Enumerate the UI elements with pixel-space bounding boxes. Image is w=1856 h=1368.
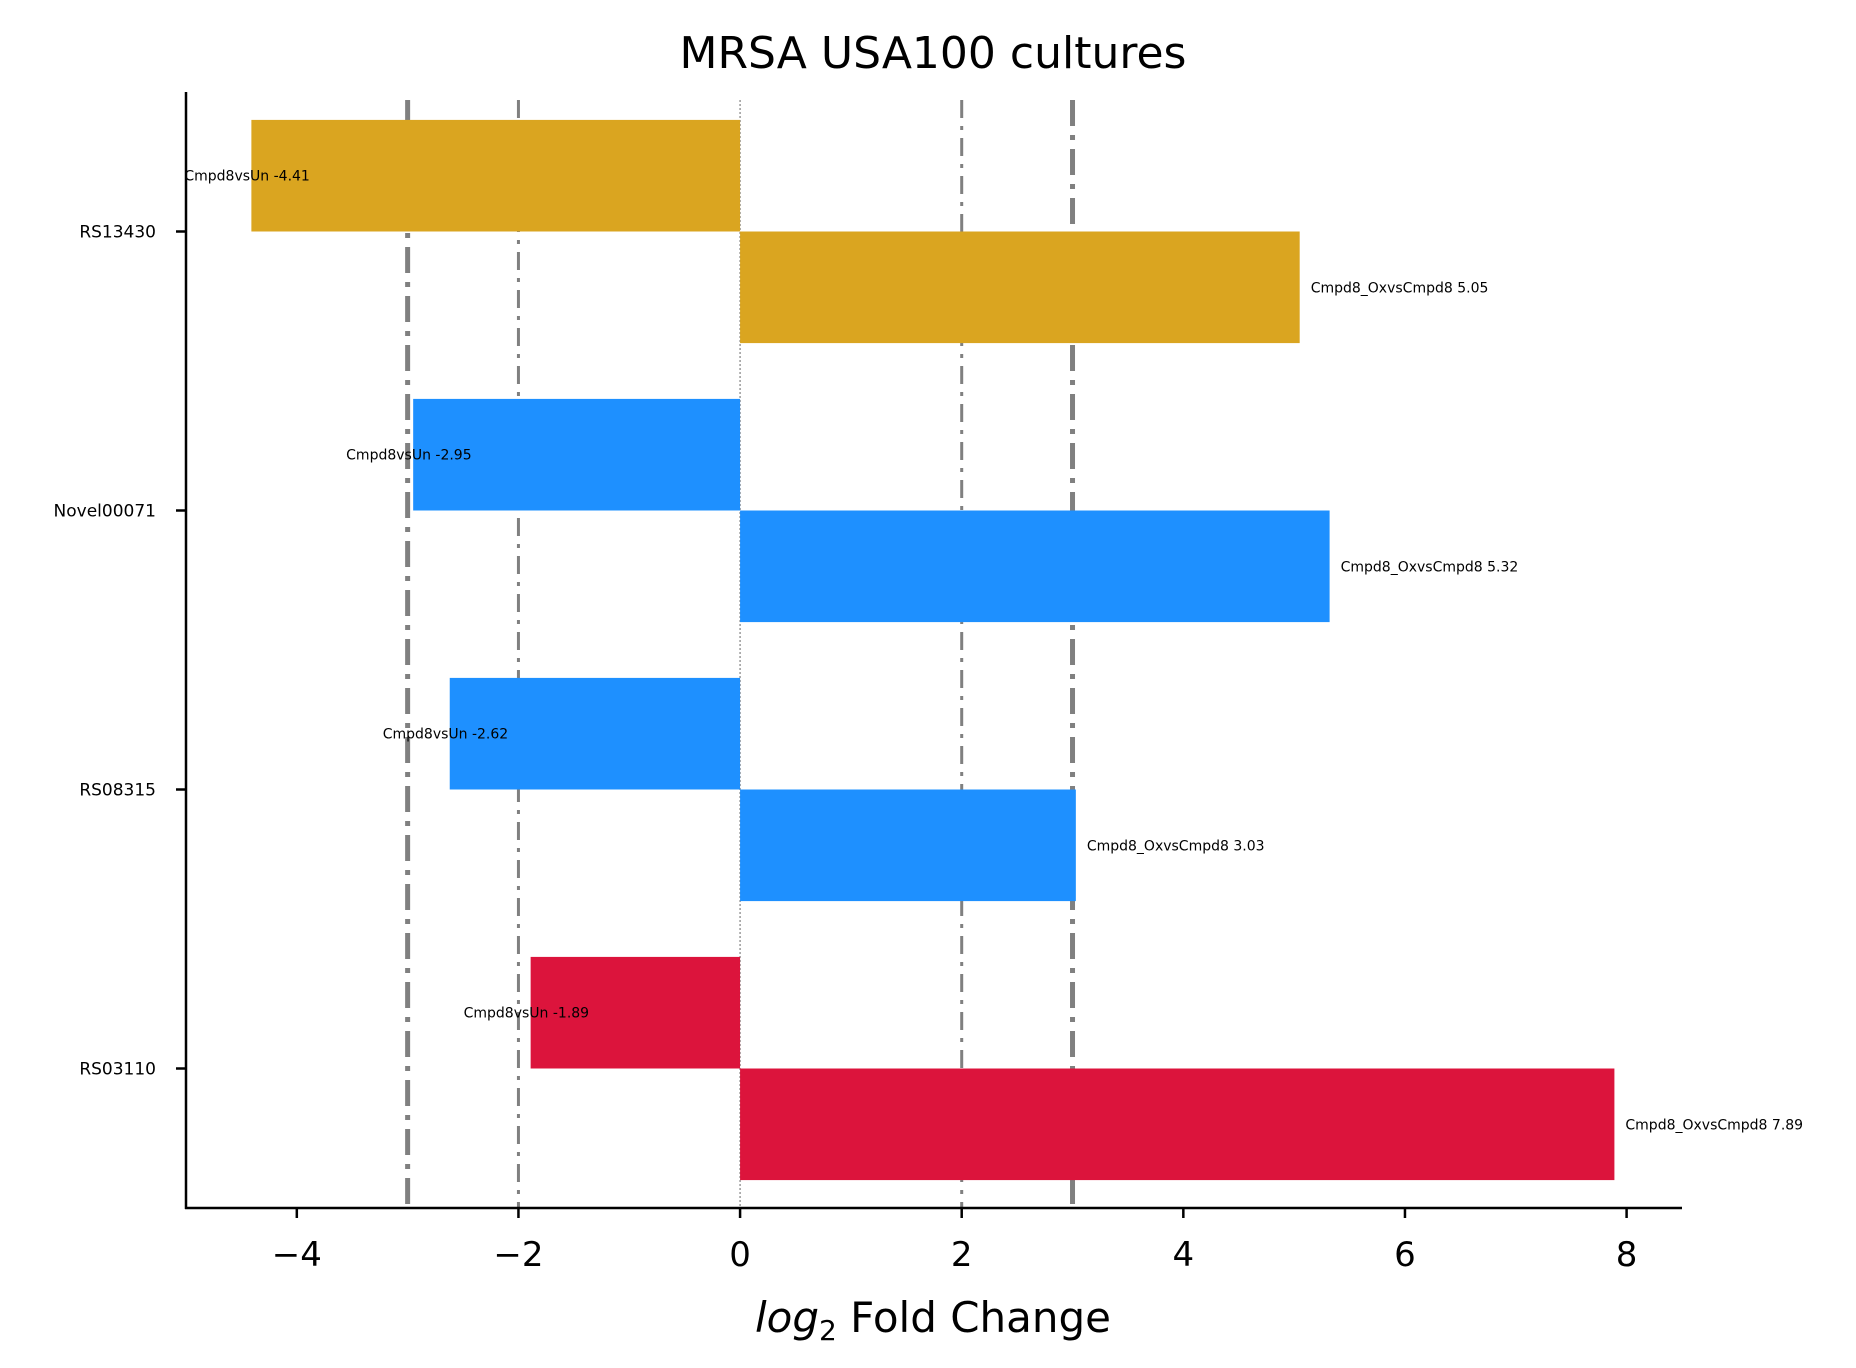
bar-label-3: Cmpd8_OxvsCmpd8 5.32 (1341, 559, 1519, 575)
bar-rs13430-cmpd8vsun (251, 119, 741, 232)
bar-label-7: Cmpd8_OxvsCmpd8 7.89 (1625, 1117, 1803, 1133)
bar-rs08315-oxvscmpd8 (740, 789, 1076, 902)
bar-label-2: Cmpd8vsUn -2.95 (346, 448, 471, 464)
bar-rs03110-cmpd8vsun (530, 956, 741, 1069)
x-axis-label-rest: Fold Change (837, 1293, 1111, 1342)
bars-group (251, 119, 1615, 1181)
x-tick-label-3: 2 (951, 1235, 973, 1275)
chart-title: MRSA USA100 cultures (680, 28, 1187, 79)
bar-label-6: Cmpd8vsUn -1.89 (464, 1006, 589, 1022)
x-axis-label-log: log (755, 1293, 819, 1342)
bar-label-1: Cmpd8_OxvsCmpd8 5.05 (1311, 280, 1489, 296)
x-axis-label: log2 Fold Change (755, 1293, 1111, 1347)
bar-label-0: Cmpd8vsUn -4.41 (184, 169, 309, 185)
x-tick-label-2: 0 (729, 1235, 751, 1275)
x-tick-label-5: 6 (1394, 1235, 1416, 1275)
x-tick-label-1: −2 (493, 1235, 543, 1275)
bar-novel00071-oxvscmpd8 (740, 510, 1330, 623)
bar-rs03110-oxvscmpd8 (740, 1068, 1615, 1181)
bar-label-4: Cmpd8vsUn -2.62 (383, 727, 508, 743)
bar-rs08315-cmpd8vsun (449, 677, 741, 790)
axes-group: −4 −2 0 2 4 6 8 RS13430 Novel00071 RS08315 RS03110 (54, 92, 1682, 1275)
x-tick-label-6: 8 (1616, 1235, 1638, 1275)
y-tick-label-rs03110: RS03110 (79, 1060, 156, 1080)
bar-novel00071-cmpd8vsun (413, 398, 741, 511)
bar-rs13430-oxvscmpd8 (740, 231, 1300, 344)
x-tick-label-4: 4 (1173, 1235, 1195, 1275)
bar-labels-group: Cmpd8vsUn -4.41 Cmpd8_OxvsCmpd8 5.05 Cmpd8… (184, 169, 1803, 1134)
y-tick-label-novel00071: Novel00071 (54, 502, 156, 522)
y-tick-label-rs08315: RS08315 (79, 781, 156, 801)
y-tick-label-rs13430: RS13430 (79, 223, 156, 243)
x-axis-label-sub: 2 (819, 1314, 837, 1347)
bar-label-5: Cmpd8_OxvsCmpd8 3.03 (1087, 838, 1265, 854)
x-tick-label-0: −4 (272, 1235, 322, 1275)
